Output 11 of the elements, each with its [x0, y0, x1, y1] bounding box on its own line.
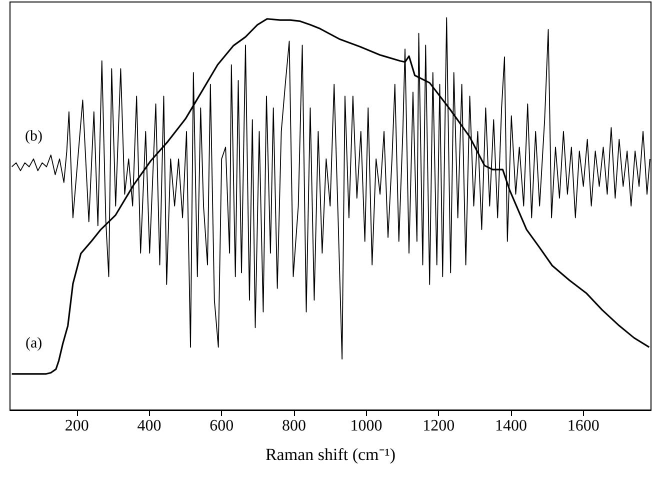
series-label: (b) [25, 128, 43, 144]
x-tick-label: 1600 [567, 418, 600, 434]
x-tick-label: 600 [210, 418, 234, 434]
x-tick-label: 1200 [422, 418, 455, 434]
x-tick-label: 400 [137, 418, 162, 434]
x-tick-label: 200 [64, 418, 89, 434]
x-tick-label: 1000 [350, 418, 382, 434]
series-label: (a) [25, 335, 42, 352]
x-axis-title: Raman shift (cm⁻¹) [265, 445, 396, 464]
x-tick-label: 1400 [495, 418, 528, 434]
x-tick-label: 800 [282, 418, 306, 434]
